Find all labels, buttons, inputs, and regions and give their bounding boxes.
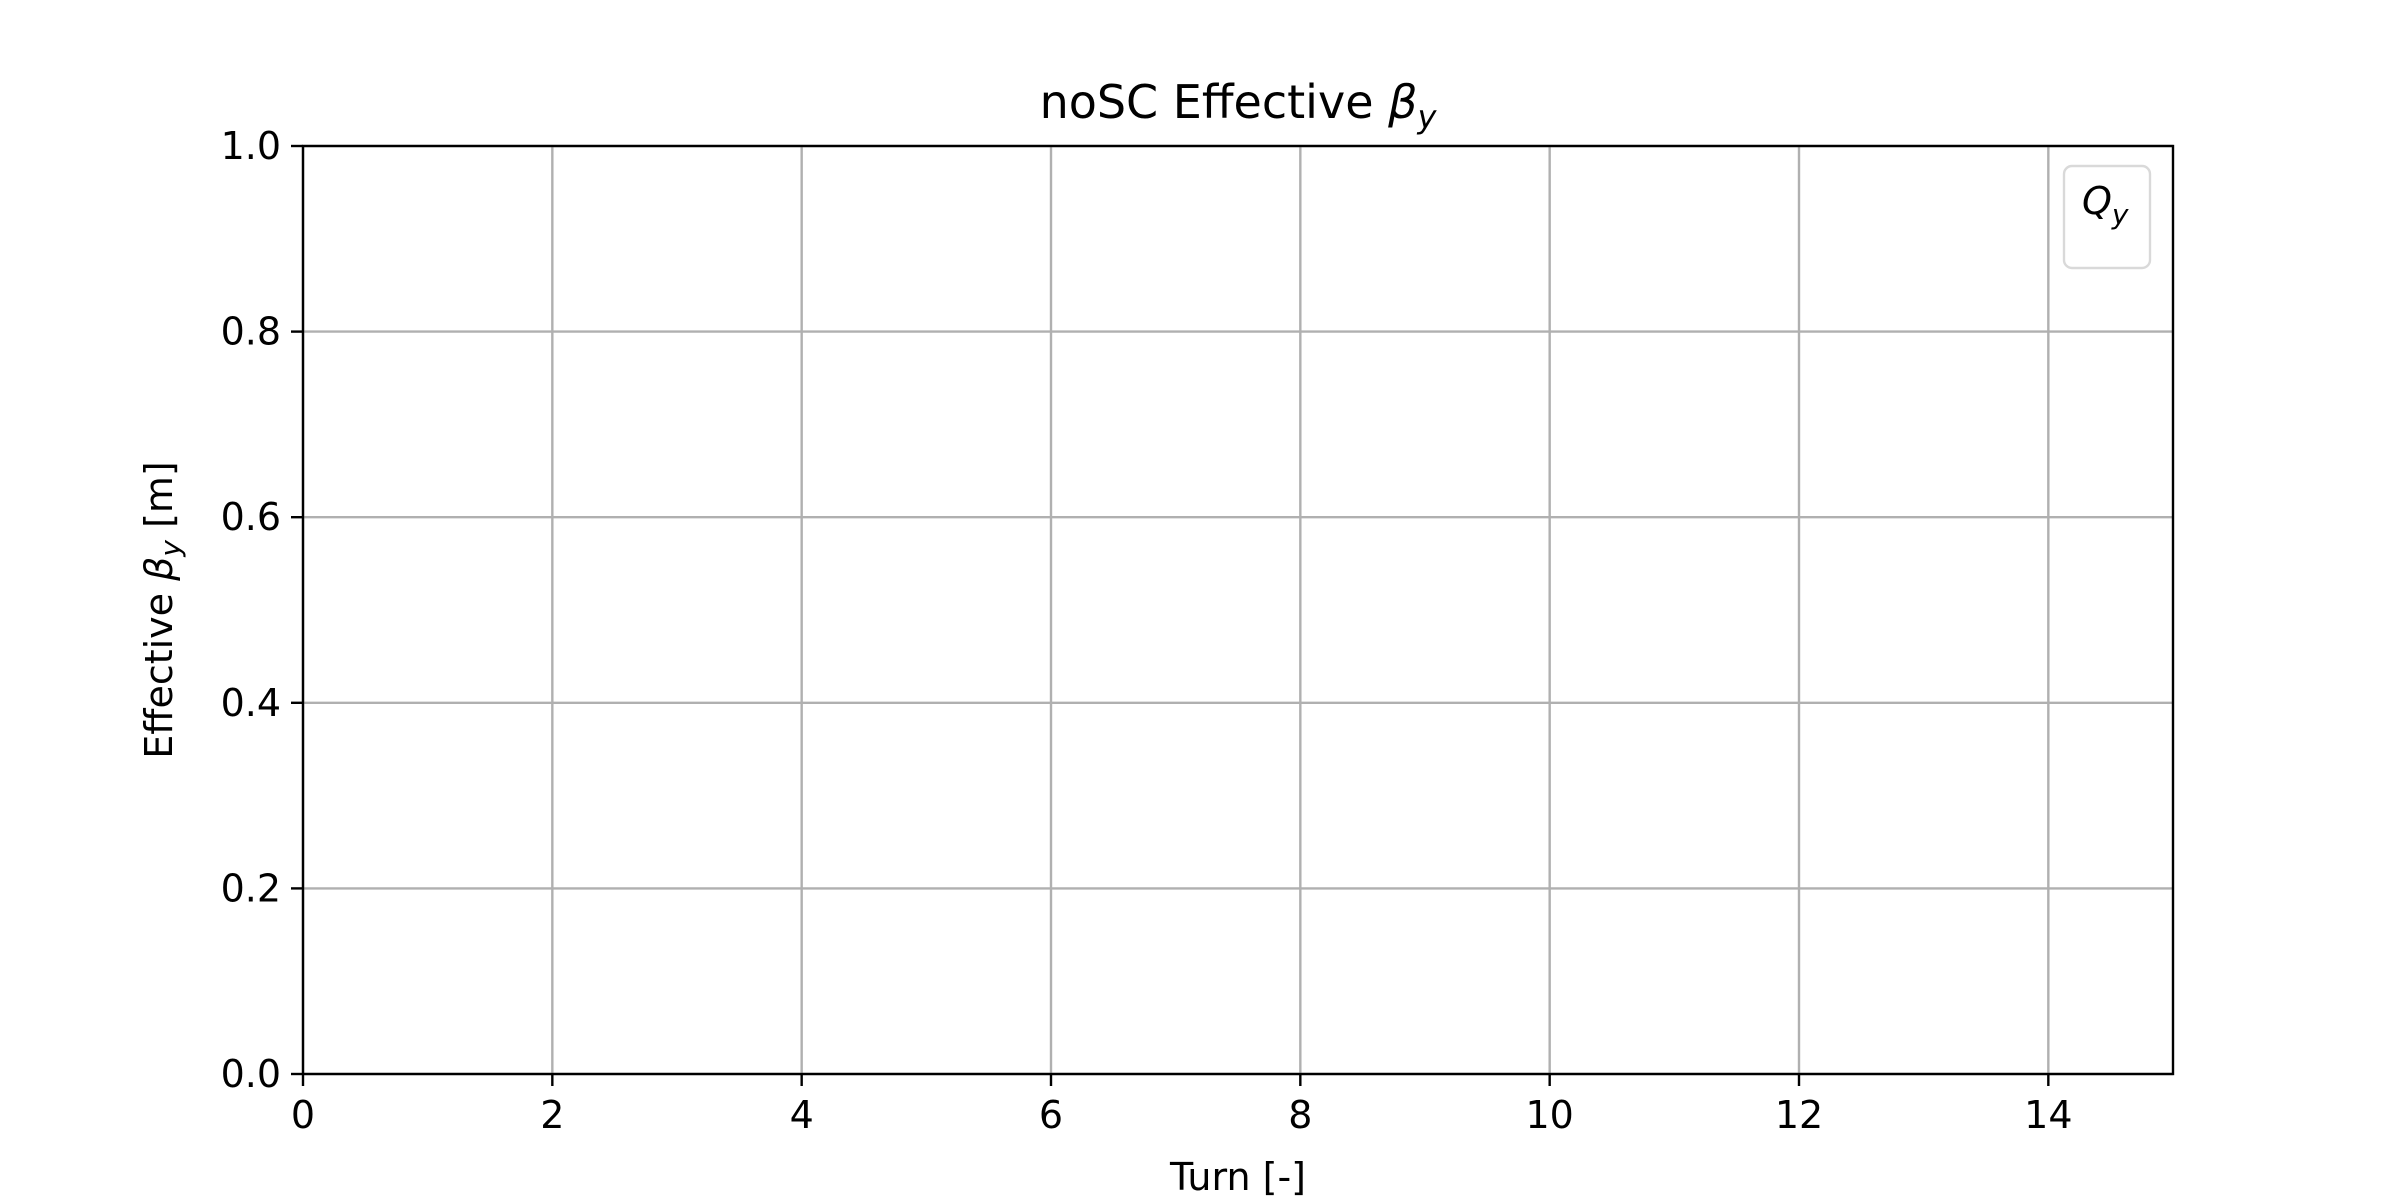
legend: Qy (2062, 164, 2152, 270)
y-tick-label: 1.0 (221, 124, 281, 168)
x-tick-label: 2 (540, 1093, 564, 1137)
y-tick-label: 0.8 (221, 310, 281, 354)
y-tick-label: 0.2 (221, 866, 281, 910)
y-axis-label: Effective βy [m] (137, 461, 187, 758)
x-tick-label: 6 (1039, 1093, 1063, 1137)
x-tick-label: 4 (790, 1093, 814, 1137)
x-tick-label: 12 (1775, 1093, 1823, 1137)
plot-frame (301, 144, 2175, 1076)
y-axis-ticks: 0.0 0.2 0.4 0.6 0.8 1.0 (221, 124, 303, 1096)
x-axis-ticks: 0 2 4 6 8 10 12 14 (291, 1074, 2073, 1137)
x-tick-label: 10 (1525, 1093, 1573, 1137)
chart-title: noSC Effective βy (1040, 75, 1438, 136)
legend-box (2062, 164, 2152, 270)
legend-label-qy: Qy (2082, 179, 2129, 231)
y-tick-label: 0.6 (221, 495, 281, 539)
x-tick-label: 14 (2024, 1093, 2072, 1137)
x-tick-label: 8 (1288, 1093, 1312, 1137)
x-axis-label: Turn [-] (1169, 1155, 1306, 1199)
y-tick-label: 0.0 (221, 1052, 281, 1096)
x-tick-label: 0 (291, 1093, 315, 1137)
y-tick-label: 0.4 (221, 681, 281, 725)
